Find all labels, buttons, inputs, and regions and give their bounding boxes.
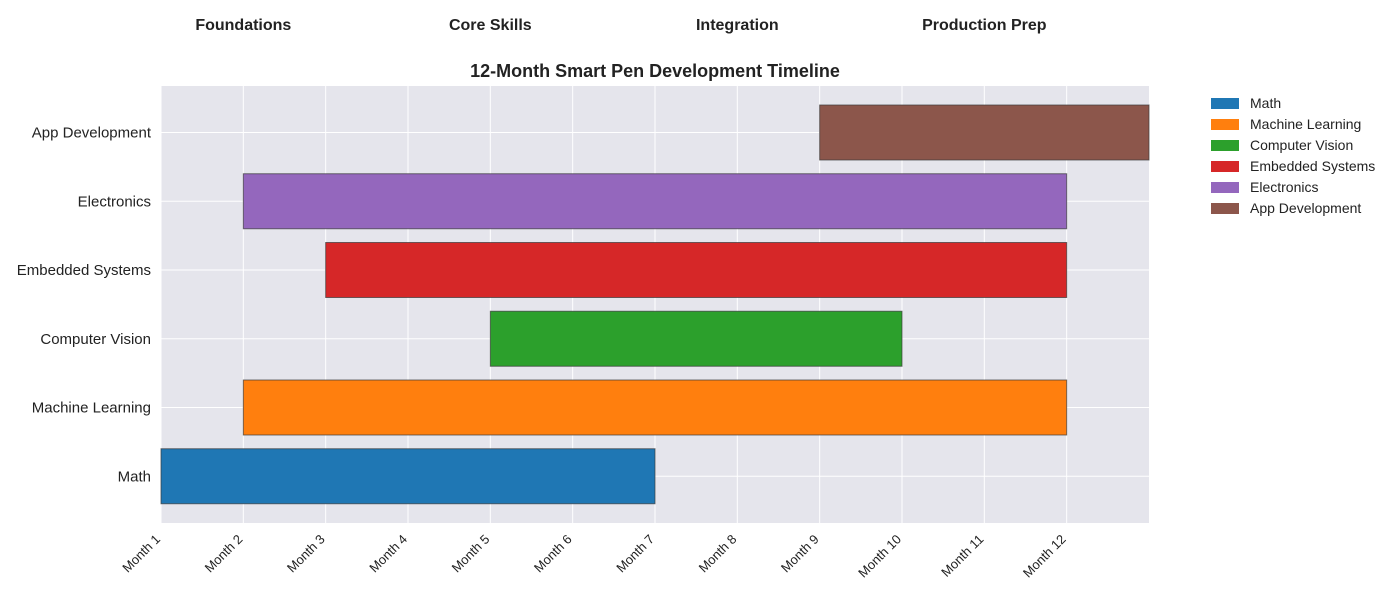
bar-app-development [819, 104, 1150, 161]
legend-label: Electronics [1250, 179, 1318, 195]
x-tick-label: Month 11 [938, 532, 986, 580]
x-tick-label: Month 10 [855, 532, 904, 581]
x-tick-label: Month 3 [284, 532, 328, 576]
x-tick-label: Month 7 [613, 532, 657, 576]
x-axis-labels: Month 1 Month 2 Month 3 Month 4 Month 5 Month… [119, 532, 1068, 581]
x-tick-label: Month 6 [531, 532, 575, 576]
legend-swatch [1211, 161, 1239, 172]
x-tick-label: Month 4 [366, 532, 410, 576]
legend-swatch [1211, 182, 1239, 193]
bar-electronics [242, 173, 1068, 230]
x-tick-label: Month 1 [119, 532, 163, 576]
y-tick-label: Machine Learning [32, 400, 151, 417]
phase-label: Core Skills [449, 17, 532, 34]
phase-label: Integration [696, 17, 779, 34]
bar-machine-learning [242, 379, 1068, 436]
x-tick-label: Month 8 [696, 532, 740, 576]
phase-label: Foundations [195, 17, 291, 34]
legend-swatch [1211, 98, 1239, 109]
task-bars [160, 104, 1150, 505]
y-axis-labels: Math Machine Learning Computer Vision Embed… [17, 125, 152, 486]
x-tick-label: Month 5 [449, 532, 493, 576]
legend-swatch [1211, 119, 1239, 130]
legend-label: Math [1250, 95, 1281, 111]
legend-label: Computer Vision [1250, 137, 1353, 153]
y-tick-label: Computer Vision [40, 331, 151, 348]
legend: Math Machine Learning Computer Vision Embed… [1211, 95, 1375, 216]
x-tick-label: Month 12 [1020, 532, 1069, 581]
y-tick-label: Math [118, 468, 151, 485]
y-tick-label: App Development [32, 125, 152, 142]
y-tick-label: Embedded Systems [17, 262, 151, 279]
x-tick-label: Month 2 [202, 532, 246, 576]
legend-swatch [1211, 140, 1239, 151]
legend-label: Embedded Systems [1250, 158, 1375, 174]
bar-embedded-systems [325, 242, 1068, 298]
phase-labels: Foundations Core Skills Integration Product… [195, 17, 1046, 34]
legend-label: Machine Learning [1250, 116, 1361, 132]
bar-computer-vision [489, 310, 903, 367]
phase-label: Production Prep [922, 17, 1047, 34]
legend-label: App Development [1250, 200, 1361, 216]
chart-title: 12-Month Smart Pen Development Timeline [470, 61, 840, 81]
bar-math [160, 448, 656, 505]
y-tick-label: Electronics [78, 193, 151, 210]
legend-swatch [1211, 203, 1239, 214]
x-tick-label: Month 9 [778, 532, 822, 576]
